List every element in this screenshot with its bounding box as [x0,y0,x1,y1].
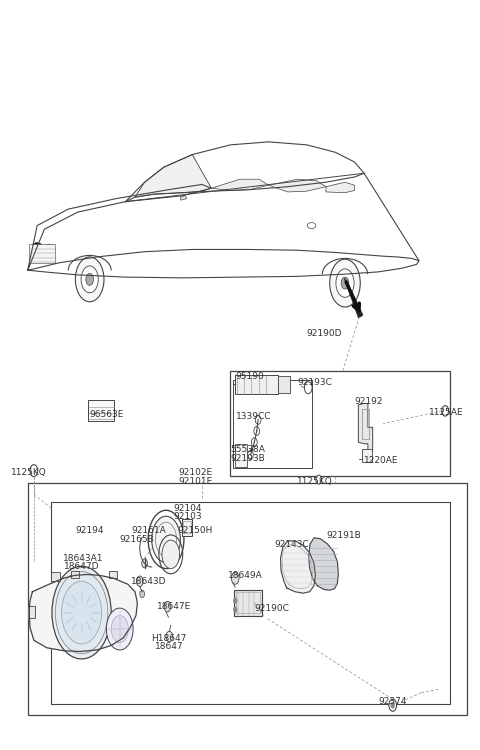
Circle shape [316,476,322,484]
Circle shape [442,406,448,416]
Text: 96563E: 96563E [90,410,124,419]
Text: 1220AE: 1220AE [364,457,398,466]
Circle shape [111,616,128,643]
Polygon shape [180,196,187,200]
Bar [235,375,278,394]
Text: 92102E: 92102E [178,468,212,477]
Bar [235,445,247,467]
Text: 92193C: 92193C [297,378,332,387]
Circle shape [391,702,395,708]
Circle shape [164,602,171,612]
Polygon shape [281,541,315,593]
Ellipse shape [162,540,180,568]
Circle shape [248,451,253,460]
Bar [109,571,117,578]
Circle shape [233,607,237,613]
Circle shape [254,427,260,436]
Circle shape [341,277,349,289]
Text: 92193B: 92193B [230,454,265,464]
Circle shape [336,269,354,297]
Bar [182,519,192,536]
Circle shape [142,559,147,568]
Polygon shape [326,182,355,193]
Circle shape [75,257,104,302]
Circle shape [140,590,144,598]
Bar [183,521,191,533]
Bar [88,400,115,422]
Text: H18647: H18647 [151,634,186,643]
Circle shape [61,581,102,644]
Bar [278,376,290,393]
Text: 92143C: 92143C [275,540,309,549]
Text: 1125KQ: 1125KQ [11,468,47,477]
Text: 1339CC: 1339CC [236,412,272,421]
Circle shape [30,465,37,476]
Polygon shape [29,574,137,652]
Bar [71,571,79,578]
Bar [233,380,312,469]
Circle shape [81,266,98,292]
Polygon shape [359,404,372,451]
Bar [29,244,55,263]
Polygon shape [269,179,326,192]
Circle shape [231,572,239,584]
Ellipse shape [43,244,55,256]
Circle shape [166,632,173,642]
Text: 18643D: 18643D [131,577,167,586]
Text: 18647: 18647 [155,642,184,651]
Bar [51,572,60,581]
Circle shape [136,576,143,586]
Polygon shape [211,179,269,190]
Circle shape [304,382,312,394]
Circle shape [55,572,108,654]
Polygon shape [309,538,338,590]
Text: 92192: 92192 [355,397,383,406]
Text: 18643A1: 18643A1 [63,554,104,562]
Text: 92194: 92194 [75,526,104,535]
Circle shape [52,566,111,659]
Text: 92191B: 92191B [326,531,360,540]
Text: 92150H: 92150H [177,526,212,535]
Text: 92104: 92104 [173,503,202,512]
Bar [51,502,450,704]
Ellipse shape [251,448,253,452]
Circle shape [389,699,396,711]
Bar [230,371,450,476]
Ellipse shape [31,243,44,256]
Bar [362,449,372,463]
Text: 18647D: 18647D [64,562,100,571]
Text: 18647E: 18647E [156,602,191,611]
Text: 92103: 92103 [173,512,202,520]
Circle shape [86,274,94,285]
Text: 1125AE: 1125AE [429,408,463,417]
Circle shape [107,608,133,650]
Text: 92165B: 92165B [120,535,155,544]
Text: 92161A: 92161A [131,526,166,535]
Text: 95190: 95190 [235,372,264,381]
Text: 92190C: 92190C [254,604,289,613]
Bar [234,590,262,616]
Ellipse shape [152,516,180,562]
Text: 18649A: 18649A [228,571,263,580]
Text: 92374: 92374 [378,697,407,706]
Circle shape [330,260,360,307]
Circle shape [255,416,261,424]
Bar [236,592,260,613]
Text: 55538A: 55538A [230,446,265,454]
Circle shape [252,438,257,447]
Bar [362,409,369,439]
Bar [28,483,467,715]
Text: 1125KQ: 1125KQ [297,476,333,485]
Text: 92190D: 92190D [307,329,342,338]
Polygon shape [135,154,211,197]
Polygon shape [344,278,363,318]
Bar [29,606,35,618]
Circle shape [233,598,237,604]
Text: 92101E: 92101E [178,476,212,485]
